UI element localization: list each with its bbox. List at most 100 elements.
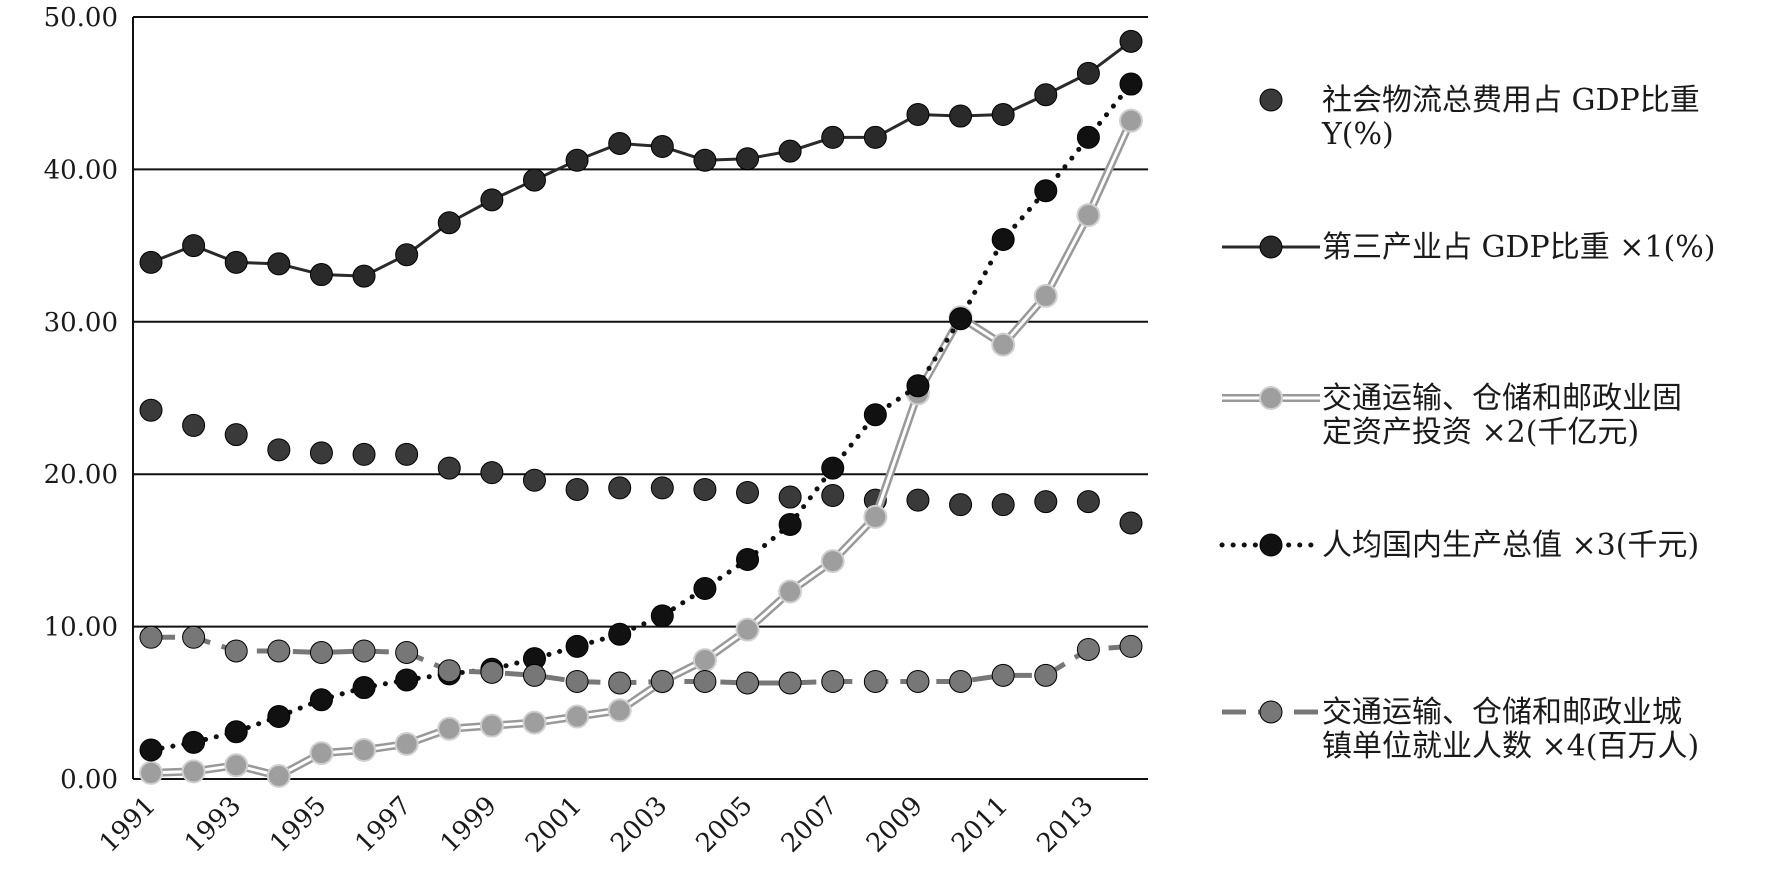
- data-point: [395, 641, 419, 665]
- data-point: [224, 753, 249, 778]
- data-point: [949, 669, 973, 693]
- data-point: [267, 639, 291, 663]
- data-point: [1076, 61, 1100, 85]
- data-point: [778, 671, 802, 695]
- data-point: [778, 485, 802, 509]
- data-point: [437, 716, 462, 741]
- data-point: [778, 579, 803, 604]
- x-tick-label: 2005: [690, 791, 758, 859]
- data-point: [352, 442, 376, 466]
- data-point: [267, 438, 291, 462]
- data-point: [565, 669, 589, 693]
- y-tick-label: 20.00: [44, 460, 118, 490]
- data-point: [820, 549, 845, 574]
- data-point: [650, 669, 674, 693]
- data-point: [735, 617, 760, 642]
- data-point: [480, 461, 504, 485]
- data-point: [821, 484, 845, 508]
- data-point: [1033, 283, 1058, 308]
- data-point: [693, 477, 717, 501]
- series-4: [139, 72, 1143, 762]
- data-point: [267, 252, 291, 276]
- data-point: [182, 234, 206, 258]
- y-tick-label: 40.00: [44, 155, 118, 185]
- data-point: [181, 759, 206, 784]
- data-point: [991, 103, 1015, 127]
- data-point: [608, 622, 632, 646]
- data-point: [991, 228, 1015, 252]
- data-point: [437, 659, 461, 683]
- data-point: [863, 669, 887, 693]
- y-tick-label: 10.00: [44, 613, 118, 643]
- x-tick-label: 1993: [179, 791, 247, 859]
- x-tick-label: 1991: [94, 791, 162, 859]
- data-point: [224, 720, 248, 744]
- data-point: [736, 480, 760, 504]
- data-point: [139, 398, 163, 422]
- legend-label: 镇单位就业人数 ×4(百万人): [1322, 729, 1699, 764]
- data-point: [650, 135, 674, 159]
- data-point: [1259, 533, 1283, 557]
- x-tick-label: 1995: [264, 791, 332, 859]
- legend-item: 人均国内生产总值 ×3(千元): [1219, 528, 1699, 563]
- data-point: [522, 710, 547, 735]
- series-3: [139, 108, 1143, 788]
- data-point: [991, 493, 1015, 517]
- series-line: [151, 634, 1132, 686]
- data-point: [309, 441, 333, 465]
- x-tick-label: 2001: [520, 791, 588, 859]
- data-point: [352, 738, 377, 763]
- data-point: [863, 403, 887, 427]
- data-point: [565, 634, 589, 658]
- y-tick-label: 30.00: [44, 308, 118, 338]
- data-point: [906, 669, 930, 693]
- data-point: [309, 641, 333, 665]
- data-point: [991, 332, 1016, 357]
- data-point: [352, 264, 376, 288]
- series-5: [139, 625, 1143, 695]
- data-point: [949, 104, 973, 128]
- data-point: [182, 413, 206, 437]
- legend-label: Y(%): [1321, 117, 1394, 152]
- data-point: [1034, 179, 1058, 203]
- x-tick-label: 2007: [776, 791, 844, 859]
- data-point: [778, 139, 802, 163]
- data-point: [565, 704, 590, 729]
- data-point: [352, 676, 376, 700]
- data-point: [522, 663, 546, 687]
- data-point: [650, 604, 674, 628]
- data-point: [821, 669, 845, 693]
- data-point: [693, 148, 717, 172]
- data-point: [991, 663, 1015, 687]
- legend-item: 第三产业占 GDP比重 ×1(%): [1222, 230, 1715, 265]
- data-point: [906, 374, 930, 398]
- data-point: [608, 671, 632, 695]
- data-point: [352, 639, 376, 663]
- data-point: [224, 423, 248, 447]
- data-point: [692, 648, 717, 673]
- data-point: [1259, 88, 1283, 112]
- data-point: [1076, 125, 1100, 149]
- data-point: [693, 669, 717, 693]
- data-point: [608, 476, 632, 500]
- data-point: [139, 760, 163, 785]
- data-point: [863, 504, 888, 529]
- legend-label: 定资产投资 ×2(千亿元): [1322, 415, 1639, 450]
- data-point: [1119, 72, 1143, 96]
- data-point: [139, 625, 163, 649]
- data-point: [395, 442, 419, 466]
- data-point: [565, 148, 589, 172]
- series-line: [150, 40, 1132, 278]
- data-point: [266, 763, 291, 788]
- data-point: [309, 263, 333, 287]
- data-point: [650, 476, 674, 500]
- data-point: [480, 188, 504, 212]
- x-tick-label: 2013: [1031, 791, 1099, 859]
- data-point: [480, 660, 504, 684]
- data-point: [821, 125, 845, 149]
- legend-label: 人均国内生产总值 ×3(千元): [1322, 528, 1699, 563]
- x-tick-label: 1999: [435, 791, 503, 859]
- data-point: [736, 548, 760, 572]
